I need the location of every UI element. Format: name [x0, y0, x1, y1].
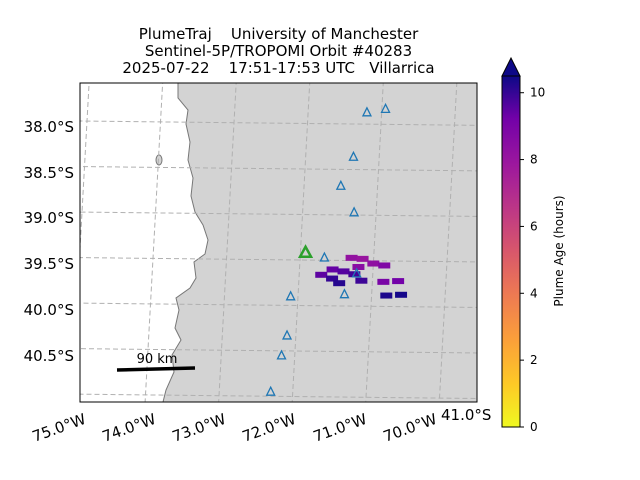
lat-gridline	[80, 348, 477, 354]
gridlines	[16, 75, 531, 402]
plume-pixel	[352, 264, 365, 271]
station-triangle-icon	[348, 150, 359, 161]
longitude-label: 74.0°W	[100, 410, 159, 446]
station-triangle-icon	[351, 267, 362, 278]
lat-gridline	[80, 120, 477, 126]
volcano-marker	[297, 244, 314, 259]
longitude-label: 72.0°W	[240, 410, 299, 446]
plume-pixel	[356, 255, 369, 262]
plume-pixel	[337, 268, 350, 275]
plume-pixel	[380, 292, 393, 299]
lat-gridline	[80, 211, 477, 217]
plume-pixel	[378, 262, 391, 269]
lat-gridline	[16, 75, 531, 81]
scale-bar-label: 90 km	[137, 352, 178, 367]
station-triangle-icon	[265, 385, 276, 396]
latitude-label: 40.0°S	[24, 301, 74, 319]
lon-gridline	[291, 83, 311, 402]
latitude-label: 38.5°S	[24, 164, 74, 182]
colorbar-ticks: 0 2 4 6 8 10	[520, 86, 545, 434]
station-triangle-icon	[319, 251, 330, 262]
plume-pixel	[315, 271, 328, 278]
station-triangle-icon	[281, 329, 293, 340]
longitude-label: 75.0°W	[30, 410, 89, 446]
scale-bar	[116, 366, 196, 372]
plume-pixel	[345, 254, 358, 261]
plume-pixel	[395, 291, 408, 298]
longitude-label: 70.0°W	[381, 410, 440, 446]
plume-pixel	[392, 278, 405, 285]
lon-gridline	[144, 83, 164, 402]
colorbar-tick-label: 8	[530, 153, 538, 167]
station-triangle-icon	[285, 290, 296, 301]
station-triangle-icon	[380, 102, 391, 114]
island	[155, 154, 163, 166]
colorbar-tick-label: 10	[530, 86, 545, 100]
latitude-label: 40.5°S	[24, 347, 74, 365]
plume-pixel	[355, 277, 368, 284]
longitude-labels: 75.0°W 74.0°W 73.0°W 72.0°W 71.0°W 70.0°W	[30, 410, 440, 446]
latitude-label: 38.0°S	[24, 118, 74, 136]
colorbar-tick-label: 0	[530, 420, 538, 434]
colorbar-label: Plume Age (hours)	[552, 195, 566, 306]
plume-pixel	[367, 260, 380, 267]
station-triangle-icon	[339, 288, 350, 299]
plume-pixel	[377, 278, 390, 285]
colorbar-tick-label: 2	[530, 353, 538, 367]
lat-gridline	[80, 257, 477, 263]
lon-gridline	[218, 83, 237, 402]
map-frame	[79, 82, 478, 403]
colorbar-tick-label: 4	[530, 286, 538, 300]
lon-gridline	[438, 83, 458, 402]
lon-gridline	[80, 83, 90, 258]
station-triangle-icon	[349, 206, 360, 217]
colorbar-tick-label: 6	[530, 219, 538, 233]
lat-gridline	[80, 166, 477, 172]
latitude-label: 39.5°S	[24, 255, 74, 273]
plume-pixel	[333, 280, 346, 287]
colorbar	[502, 76, 520, 427]
longitude-label: 71.0°W	[311, 410, 370, 446]
station-triangle-icon	[276, 349, 287, 360]
latitude-label: 41.0°S	[441, 406, 491, 424]
longitude-label: 73.0°W	[170, 410, 229, 446]
land-area	[163, 83, 477, 402]
colorbar-extend-arrow	[501, 56, 521, 77]
station-triangle-icon	[361, 106, 373, 117]
plume-pixel	[326, 266, 339, 273]
latitude-labels: 38.0°S 38.5°S 39.0°S 39.5°S 40.0°S 40.5°S 41.0…	[24, 118, 492, 424]
lat-gridline	[80, 302, 477, 308]
map-title: PlumeTraj University of Manchester Senti…	[122, 25, 435, 77]
lat-gridline	[80, 393, 477, 400]
plume-pixel	[326, 275, 339, 282]
station-markers	[265, 102, 391, 396]
coastline	[162, 83, 209, 402]
latitude-label: 39.0°S	[24, 209, 74, 227]
station-triangle-icon	[335, 179, 346, 190]
